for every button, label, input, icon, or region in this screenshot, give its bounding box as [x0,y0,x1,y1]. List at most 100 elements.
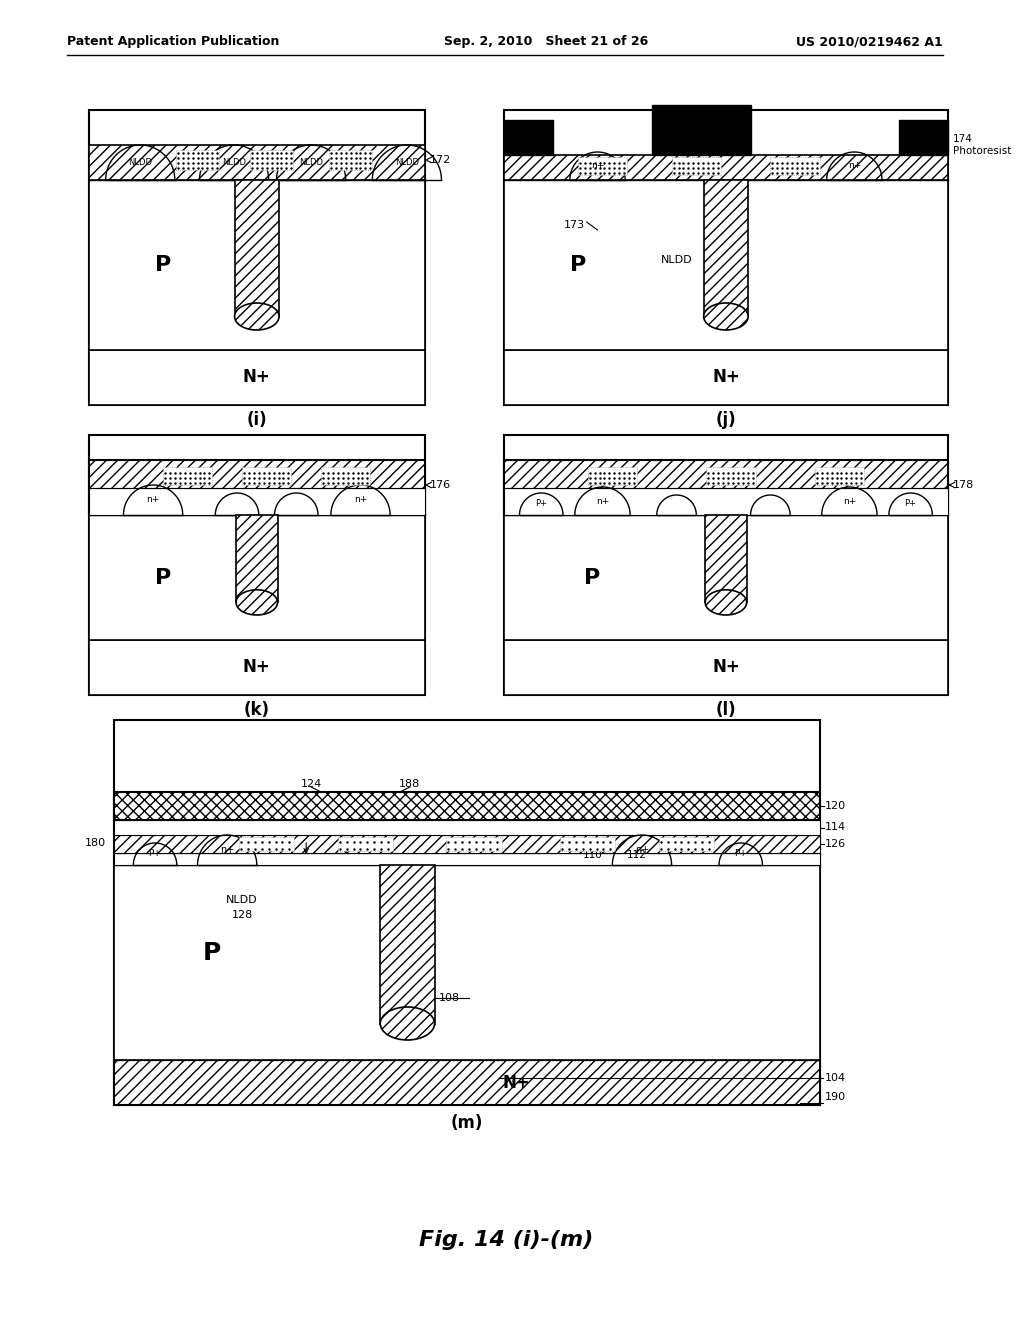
Bar [329,150,373,170]
Text: (k): (k) [244,701,269,719]
Bar [163,467,212,484]
Bar [707,467,756,484]
Bar [89,180,425,350]
Bar [250,150,293,170]
Text: 110: 110 [583,850,602,861]
Bar [504,515,948,640]
Text: n+: n+ [591,161,604,170]
Text: Fig. 14 (i)-(m): Fig. 14 (i)-(m) [419,1230,593,1250]
Text: P: P [203,940,221,965]
Bar [380,865,434,1023]
Text: (i): (i) [247,411,267,429]
Text: 128: 128 [231,909,253,920]
Bar [504,350,948,405]
Text: 173: 173 [563,220,585,230]
Bar [504,110,948,405]
Text: P: P [585,568,601,587]
Bar [504,436,948,696]
Bar [770,157,820,176]
Text: P: P [155,255,171,275]
Bar [703,180,749,317]
Text: 108: 108 [439,993,460,1003]
Text: P: P [155,568,171,587]
Bar [114,853,820,865]
Text: 114: 114 [824,822,846,833]
Text: N+: N+ [502,1073,530,1092]
Bar [504,488,948,515]
Bar [504,154,948,180]
Bar [504,120,553,154]
Text: n+: n+ [596,496,609,506]
Text: 178: 178 [953,480,974,490]
Bar [560,837,615,851]
Text: n+: n+ [848,161,861,170]
Bar [504,459,948,515]
Text: N+: N+ [712,368,739,387]
Text: 180: 180 [85,838,105,847]
Bar [504,640,948,696]
Text: P+: P+ [536,499,547,508]
Ellipse shape [706,590,746,615]
Bar [114,719,820,1105]
Text: (m): (m) [451,1114,483,1133]
Bar [706,515,746,602]
Bar [114,1060,820,1105]
Text: 112: 112 [627,850,647,861]
Text: 188: 188 [399,779,421,789]
Text: NLDD: NLDD [226,895,258,906]
Bar [588,467,637,484]
Text: P: P [569,255,586,275]
Bar [176,150,219,170]
Bar [234,180,279,317]
Text: P+: P+ [148,850,162,858]
Text: 124: 124 [300,779,322,789]
Text: 120: 120 [824,801,846,810]
Text: P+: P+ [734,850,748,858]
Text: (j): (j) [716,411,736,429]
Text: (l): (l) [716,701,736,719]
Bar [114,865,820,1060]
Bar [114,820,820,836]
Bar [578,157,627,176]
Bar [89,640,425,696]
Bar [89,488,425,515]
Text: P+: P+ [904,499,916,508]
Bar [237,515,278,602]
Bar [338,837,393,851]
Text: n+: n+ [635,845,649,855]
Bar [658,837,714,851]
Text: N+: N+ [243,368,270,387]
Text: 172: 172 [430,154,451,165]
Text: US 2010/0219462 A1: US 2010/0219462 A1 [797,36,943,49]
Text: NLDD: NLDD [395,158,419,168]
Text: Patent Application Publication: Patent Application Publication [68,36,280,49]
Text: NLDD: NLDD [222,158,246,168]
Bar [89,110,425,405]
Text: NLDD: NLDD [660,255,692,265]
Bar [89,515,425,640]
Bar [89,350,425,405]
Text: N+: N+ [712,659,739,676]
Text: N+: N+ [243,659,270,676]
Text: 190: 190 [824,1092,846,1102]
Bar [239,837,294,851]
Text: 104: 104 [824,1073,846,1082]
Text: 174
Photoresist: 174 Photoresist [953,135,1012,156]
Text: 126: 126 [824,840,846,849]
Bar [321,467,371,484]
Bar [114,792,820,820]
Bar [652,106,751,154]
Bar [89,145,425,180]
Text: n+: n+ [220,845,234,855]
Ellipse shape [380,1007,434,1040]
Ellipse shape [234,304,279,330]
Bar [242,467,292,484]
Bar [815,467,864,484]
Bar [899,120,948,154]
Bar [89,436,425,696]
Ellipse shape [237,590,278,615]
Text: n+: n+ [843,496,856,506]
Text: Sep. 2, 2010   Sheet 21 of 26: Sep. 2, 2010 Sheet 21 of 26 [444,36,648,49]
Bar [504,180,948,350]
Bar [672,157,721,176]
